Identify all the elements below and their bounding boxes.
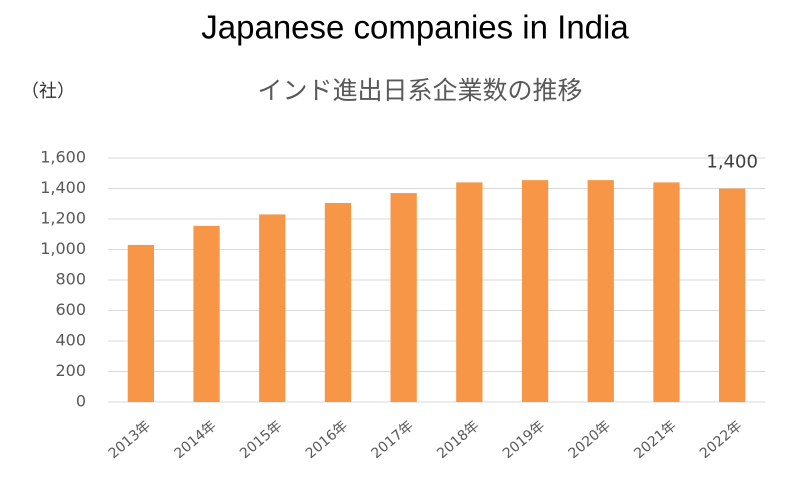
y-tick-label: 1,600: [40, 148, 86, 167]
x-tick-label: 2014年: [171, 418, 219, 462]
x-tick-label: 2020年: [566, 418, 614, 462]
bar: [324, 202, 352, 402]
bar: [719, 188, 746, 402]
chart-title: Japanese companies in India: [201, 9, 629, 46]
x-tick-label: 2017年: [368, 418, 416, 462]
y-tick-label: 400: [55, 331, 86, 350]
x-tick-label: 2021年: [631, 418, 679, 462]
x-tick-label: 2018年: [434, 418, 482, 462]
y-tick-label: 1,400: [40, 178, 86, 197]
bar: [653, 182, 680, 402]
y-tick-label: 1,200: [40, 209, 86, 228]
y-tick-label: 1,000: [40, 239, 86, 258]
x-tick-label: 2019年: [500, 418, 548, 462]
data-label: 1,400: [706, 152, 758, 173]
bar: [127, 244, 154, 402]
y-axis-label: （社）: [21, 81, 75, 102]
x-tick-label: 2015年: [237, 418, 285, 462]
x-tick-label: 2016年: [303, 418, 351, 462]
y-tick-label: 200: [55, 361, 86, 380]
x-tick-label: 2013年: [106, 418, 154, 462]
bar: [456, 182, 483, 402]
bar: [587, 180, 614, 402]
x-tick-label: 2022年: [697, 418, 745, 462]
y-tick-label: 800: [55, 270, 86, 289]
bar: [521, 180, 549, 402]
bar: [193, 225, 220, 402]
chart-subtitle: インド進出日系企業数の推移: [257, 76, 582, 105]
y-tick-label: 600: [55, 300, 86, 319]
bar: [390, 193, 417, 402]
y-tick-label: 0: [76, 392, 86, 411]
bar: [259, 214, 286, 402]
